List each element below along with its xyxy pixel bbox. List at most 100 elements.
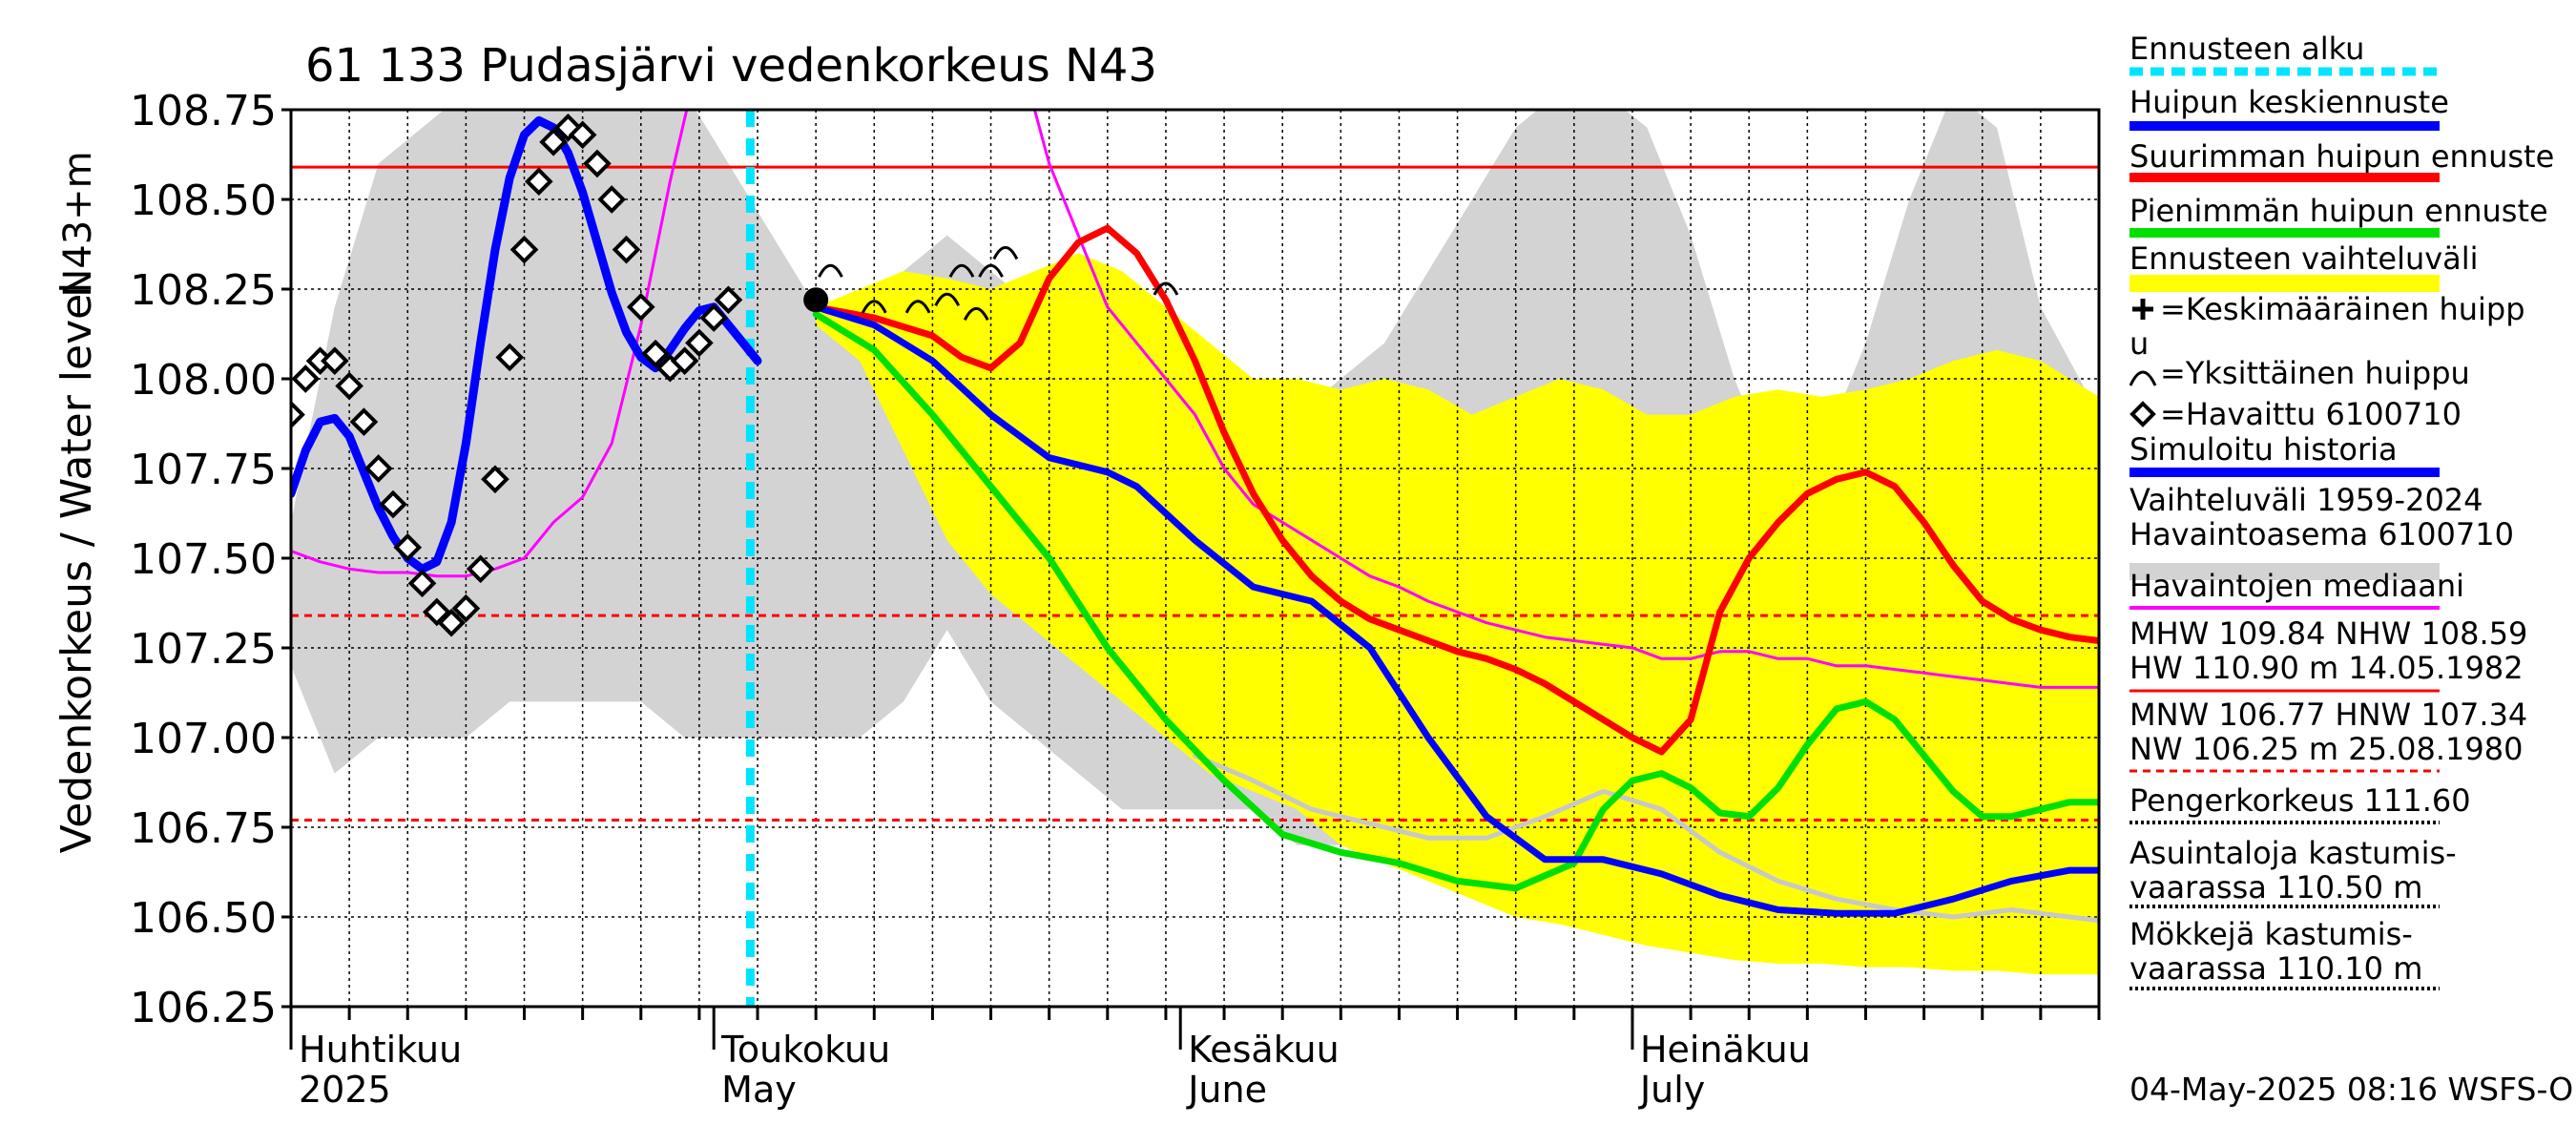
- legend-label: Ennusteen vaihteluväli: [2129, 240, 2479, 277]
- legend-label: Simuloitu historia: [2129, 431, 2398, 468]
- month-label-en: June: [1186, 1069, 1267, 1111]
- observed-point: [641, 339, 670, 368]
- legend-label-2: vaarassa 110.50 m: [2129, 869, 2422, 906]
- legend-label: =Keskimääräinen huipp: [2160, 291, 2525, 327]
- y-tick-label: 108.50: [130, 177, 277, 225]
- y-tick-label: 108.25: [130, 266, 277, 315]
- legend-label-2: u: [2129, 325, 2149, 362]
- observed-point: [407, 569, 437, 598]
- legend-symbol: [2129, 401, 2156, 427]
- legend-symbol: [2132, 299, 2153, 320]
- observed-point: [437, 608, 466, 637]
- legend-label: MNW 106.77 HNW 107.34: [2129, 697, 2527, 733]
- legend-symbol: [2129, 275, 2440, 292]
- legend-symbol: [2129, 563, 2440, 580]
- legend-item: Huipun keskiennuste: [2129, 84, 2449, 131]
- forecast-peak-cluster: [803, 287, 829, 313]
- month-label-fi: Heinäkuu: [1640, 1029, 1811, 1071]
- month-label-en: 2025: [299, 1069, 391, 1111]
- observed-point: [670, 346, 699, 376]
- month-label-fi: Kesäkuu: [1188, 1029, 1340, 1071]
- legend-label: MHW 109.84 NHW 108.59: [2129, 615, 2527, 652]
- legend-label: =Havaittu 6100710: [2160, 396, 2462, 432]
- observed-point: [291, 400, 305, 429]
- single-peak-mark: [963, 306, 989, 322]
- y-tick-label: 107.75: [130, 446, 277, 494]
- observed-point: [466, 554, 495, 584]
- observed-point: [495, 343, 525, 372]
- series-line-5: [812, 310, 2099, 892]
- series-line-1: [291, 110, 2099, 689]
- legend-label: Havaintojen mediaani: [2129, 568, 2464, 604]
- legend-item: Havaintojen mediaani: [2129, 568, 2464, 610]
- month-label-fi: Toukokuu: [720, 1029, 890, 1071]
- observed-point: [335, 371, 364, 401]
- legend-label: Asuintaloja kastumis-: [2129, 835, 2457, 871]
- legend-label: Suurimman huipun ennuste: [2129, 138, 2554, 175]
- y-axis-unit: N43+m: [56, 151, 100, 297]
- month-label-en: May: [721, 1069, 797, 1111]
- single-peak-mark: [934, 292, 961, 306]
- series-line-3: [812, 303, 2099, 917]
- legend-item: =Keskimääräinen huipp u: [2129, 291, 2525, 362]
- observed-point: [291, 364, 321, 393]
- y-tick-label: 106.75: [130, 804, 277, 853]
- legend-label-2: vaarassa 110.10 m: [2129, 950, 2422, 987]
- single-peak-mark: [904, 300, 931, 314]
- legend-item: Vaihteluväli 1959-2024 Havaintoasema 610…: [2129, 482, 2514, 580]
- series-line-6: [1193, 753, 2099, 924]
- observed-point: [597, 185, 627, 214]
- legend-label-2: Havaintoasema 6100710: [2129, 516, 2514, 552]
- single-peak-mark: [948, 263, 975, 278]
- y-tick-label: 106.50: [130, 894, 277, 943]
- legend-label: Ennusteen alku: [2129, 31, 2364, 67]
- observed-point: [714, 285, 743, 315]
- month-label-en: July: [1638, 1069, 1705, 1111]
- legend-label: Huipun keskiennuste: [2129, 84, 2449, 120]
- y-tick-label: 107.25: [130, 625, 277, 674]
- legend-label: Mökkejä kastumis-: [2129, 916, 2413, 952]
- legend-item: Asuintaloja kastumis-vaarassa 110.50 m: [2129, 835, 2457, 908]
- observed-point: [699, 303, 729, 332]
- single-peak-mark: [992, 245, 1019, 260]
- observed-point: [509, 235, 539, 264]
- legend-item: =Havaittu 6100710: [2129, 396, 2462, 432]
- y-tick-label: 107.50: [130, 535, 277, 584]
- observed-point: [626, 292, 655, 322]
- observed-point: [451, 593, 481, 623]
- observed-point: [364, 454, 393, 483]
- legend-label: Vaihteluväli 1959-2024: [2129, 482, 2483, 518]
- legend-label: Pengerkorkeus 111.60: [2129, 782, 2471, 819]
- legend-item: Pengerkorkeus 111.60: [2129, 782, 2471, 824]
- y-tick-label: 107.00: [130, 715, 277, 763]
- legend-item: Suurimman huipun ennuste: [2129, 138, 2554, 182]
- month-label-fi: Huhtikuu: [299, 1029, 462, 1071]
- observed-point: [612, 235, 641, 264]
- observed-point: [481, 465, 509, 494]
- observed-point: [321, 346, 349, 376]
- legend-item: =Yksittäinen huippu: [2129, 355, 2470, 391]
- forecast-range-band: [816, 253, 2099, 975]
- observed-point: [349, 407, 379, 436]
- legend-label-2: HW 110.90 m 14.05.1982: [2129, 650, 2524, 686]
- y-tick-label: 108.75: [130, 87, 277, 135]
- legend-label: =Yksittäinen huippu: [2160, 355, 2470, 391]
- observed-point: [393, 532, 423, 562]
- y-axis-label: Vedenkorkeus / Water level: [52, 282, 101, 854]
- legend-item: Ennusteen alku: [2129, 31, 2440, 76]
- single-peak-mark: [818, 263, 843, 278]
- legend-symbol: [2129, 370, 2157, 386]
- y-tick-label: 108.00: [130, 356, 277, 405]
- series-line-2: [291, 115, 762, 573]
- observed-point: [685, 328, 714, 358]
- footer-timestamp: 04-May-2025 08:16 WSFS-O: [2129, 1071, 2573, 1108]
- legend-label: Pienimmän huipun ennuste: [2129, 193, 2548, 229]
- legend-item: Mökkejä kastumis-vaarassa 110.10 m: [2129, 916, 2440, 990]
- legend-label-2: NW 106.25 m 25.08.1980: [2129, 731, 2523, 767]
- legend-item: Ennusteen vaihteluväli: [2129, 240, 2479, 292]
- y-tick-label: 106.25: [130, 984, 277, 1032]
- observed-point: [583, 149, 612, 178]
